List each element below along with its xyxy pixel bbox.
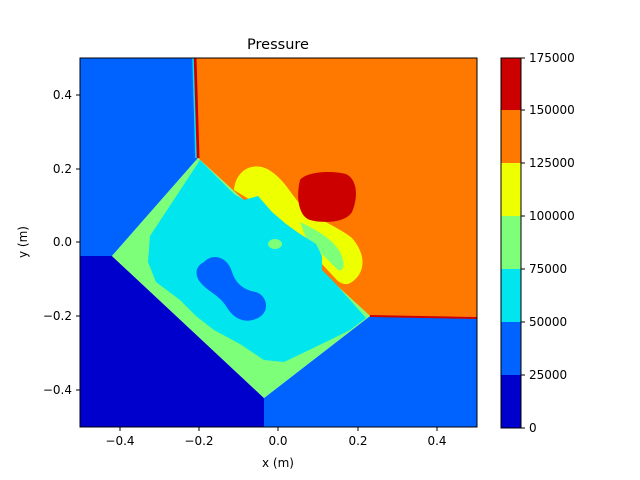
small-green-spot — [268, 239, 282, 249]
colorbar-band — [501, 58, 521, 110]
x-tick-label: −0.2 — [184, 434, 213, 448]
x-axis: −0.4 −0.2 0.0 0.2 0.4 x (m) — [105, 427, 447, 470]
y-axis-label: y (m) — [16, 226, 30, 258]
colorbar-tick-label: 175000 — [529, 51, 575, 65]
x-tick-label: 0.0 — [268, 434, 287, 448]
colorbar-band — [501, 110, 521, 163]
colorbar: 0 25000 50000 75000 100000 125000 150000… — [500, 51, 575, 435]
x-tick-label: 0.4 — [427, 434, 446, 448]
colorbar-band — [501, 216, 521, 269]
lower-left-region — [80, 256, 264, 427]
x-tick-label: 0.2 — [348, 434, 367, 448]
colorbar-band — [501, 375, 521, 428]
colorbar-tick-label: 0 — [529, 421, 537, 435]
yellow-green-arc — [300, 222, 344, 271]
colorbar-tick-label: 100000 — [529, 209, 575, 223]
colorbar-band — [501, 269, 521, 322]
upper-left-region — [80, 58, 198, 256]
colorbar-band — [501, 163, 521, 216]
x-axis-label: x (m) — [262, 456, 294, 470]
colorbar-tick-label: 50000 — [529, 315, 567, 329]
high-pressure-core — [298, 172, 356, 222]
colorbar-tick-label: 150000 — [529, 103, 575, 117]
y-tick-label: −0.2 — [43, 309, 72, 323]
y-tick-label: 0.4 — [53, 88, 72, 102]
lower-right-region — [264, 316, 477, 427]
right-edge-streak — [369, 315, 478, 319]
top-left-streak-cyan — [192, 57, 197, 159]
colorbar-tick-label: 25000 — [529, 368, 567, 382]
colorbar-tick-label: 125000 — [529, 156, 575, 170]
central-core — [148, 160, 366, 362]
low-pressure-blob — [196, 257, 267, 321]
chart-title: Pressure — [247, 37, 309, 53]
colorbar-frame — [500, 57, 522, 429]
y-tick-label: 0.0 — [53, 235, 72, 249]
x-tick-label: −0.4 — [105, 434, 134, 448]
colorbar-band — [501, 322, 521, 375]
y-axis: 0.4 0.2 0.0 −0.2 −0.4 y (m) — [16, 88, 80, 397]
plot-area — [79, 57, 478, 428]
y-tick-label: 0.2 — [53, 162, 72, 176]
colorbar-tick-label: 75000 — [529, 262, 567, 276]
top-left-streak — [193, 57, 200, 159]
y-tick-label: −0.4 — [43, 383, 72, 397]
